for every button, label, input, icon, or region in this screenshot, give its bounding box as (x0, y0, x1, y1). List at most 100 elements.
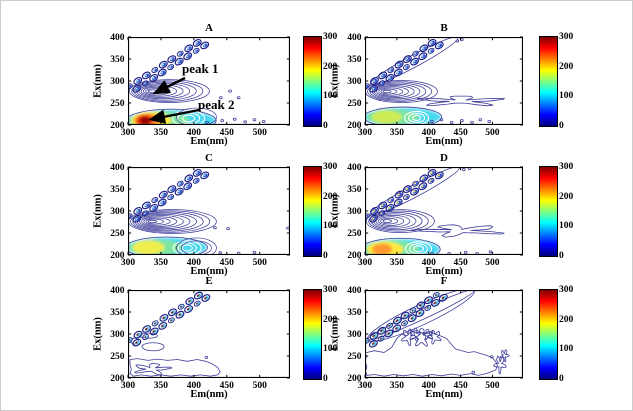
x-tick-label: 300 (358, 128, 373, 138)
x-tick-label: 400 (422, 258, 437, 268)
panel-E-title: E (205, 275, 213, 287)
x-tick-label: 300 (121, 128, 136, 138)
y-tick-label: 300 (110, 330, 125, 340)
panel-B-ylabel: Ex(nm) (329, 64, 341, 98)
panel-F-ylabel: Ex(nm) (329, 317, 341, 351)
panel-F-title: F (440, 275, 448, 287)
y-tick-label: 350 (110, 185, 125, 195)
y-tick-label: 300 (347, 330, 362, 340)
x-tick-label: 400 (422, 381, 437, 391)
x-tick-label: 450 (453, 258, 468, 268)
y-tick-label: 250 (347, 99, 362, 109)
panel-D-ylabel: Ex(nm) (329, 194, 341, 228)
rayleigh-scatter-band (365, 38, 444, 93)
colorbar-tick-label: 300 (323, 32, 338, 42)
x-tick-label: 450 (453, 128, 468, 138)
y-tick-label: 300 (347, 77, 362, 87)
panel-B-plot: 300 350 400 450 500 200 250 300 350 400 (347, 33, 523, 138)
panel-A-xlabel: Em(nm) (190, 136, 228, 147)
panel-E-xlabel: Em(nm) (190, 389, 228, 400)
x-tick-label: 500 (253, 258, 268, 268)
y-tick-label: 350 (347, 55, 362, 65)
x-tick-label: 450 (220, 128, 235, 138)
x-tick-label: 500 (485, 258, 500, 268)
y-tick-label: 250 (347, 229, 362, 239)
y-tick-label: 200 (347, 374, 362, 384)
colorbar-tick-label: 300 (559, 285, 574, 295)
x-tick-label: 350 (154, 258, 169, 268)
x-tick-label: 450 (453, 381, 468, 391)
colorbar-tick-label: 200 (559, 61, 574, 72)
colorbar-tick-label: 100 (559, 221, 574, 232)
y-tick-label: 200 (110, 374, 125, 384)
y-tick-label: 400 (347, 163, 362, 173)
panel-F: F Ex(nm) Em(nm) 300 350 400 450 500 200 250 300… (329, 275, 573, 400)
x-tick-label: 450 (220, 381, 235, 391)
colorbar-tick-label: 100 (323, 344, 338, 355)
y-tick-label: 250 (347, 352, 362, 362)
x-tick-label: 350 (154, 381, 169, 391)
panel-E: E Ex(nm) Em(nm) 300 350 400 450 500 200 250 300… (92, 275, 337, 400)
x-tick-label: 350 (390, 128, 405, 138)
y-tick-label: 300 (110, 207, 125, 217)
panel-A-ylabel: Ex(nm) (92, 64, 104, 98)
x-tick-label: 450 (220, 258, 235, 268)
colorbar-tick-label: 0 (323, 121, 328, 131)
panel-F-xlabel: Em(nm) (425, 389, 463, 400)
y-tick-label: 350 (110, 55, 125, 65)
rayleigh-scatter-band (128, 291, 211, 347)
colorbar-tick-label: 200 (323, 314, 338, 325)
colorbar-tick-label: 200 (559, 191, 574, 202)
colorbar-tick-label: 200 (559, 314, 574, 325)
colorbar-tick-label: 300 (559, 162, 574, 172)
y-tick-label: 200 (347, 121, 362, 131)
rayleigh-scatter-band (365, 292, 448, 348)
panel-C-plot: 300 350 400 450 500 200 250 300 350 400 (110, 163, 290, 268)
panel-C-xlabel: Em(nm) (190, 266, 228, 277)
colorbar-tick-label: 0 (559, 251, 564, 261)
colorbar-tick-label: 0 (323, 374, 328, 384)
panel-A-colorbar (303, 36, 322, 127)
panel-B-title: B (440, 22, 448, 34)
x-tick-label: 500 (253, 128, 268, 138)
x-tick-label: 400 (187, 381, 202, 391)
colorbar-tick-label: 100 (559, 91, 574, 102)
panel-B: B Ex(nm) Em(nm) 300 350 400 450 500 200 250 300… (329, 22, 573, 147)
annotation-peak-1: peak 1 (182, 61, 219, 76)
panel-D: D Ex(nm) Em(nm) 300 350 400 450 500 200 250 300… (329, 152, 573, 277)
colorbar-tick-label: 0 (559, 121, 564, 131)
panel-C-ylabel: Ex(nm) (92, 194, 104, 228)
y-tick-label: 400 (110, 33, 125, 43)
panel-D-plot: 300 350 400 450 500 200 250 300 350 400 (347, 163, 523, 268)
panel-E-ylabel: Ex(nm) (92, 317, 104, 351)
colorbar-tick-label: 0 (323, 251, 328, 261)
panel-D-title: D (440, 152, 448, 164)
y-tick-label: 300 (347, 207, 362, 217)
panel-E-plot: 300 350 400 450 500 200 250 300 350 400 (110, 286, 290, 391)
panel-A-title: A (205, 22, 213, 34)
panel-B-xlabel: Em(nm) (425, 136, 463, 147)
y-tick-label: 250 (110, 229, 125, 239)
annotation-arrow (152, 76, 186, 95)
annotation-arrow (148, 108, 200, 124)
panel-F-plot: 300 350 400 450 500 200 250 300 350 400 (347, 286, 523, 391)
colorbar-tick-label: 200 (323, 191, 338, 202)
x-tick-label: 300 (358, 258, 373, 268)
x-tick-label: 400 (422, 128, 437, 138)
y-tick-label: 350 (347, 185, 362, 195)
y-tick-label: 200 (347, 251, 362, 261)
y-tick-label: 400 (110, 163, 125, 173)
colorbar-tick-label: 100 (559, 344, 574, 355)
x-tick-label: 500 (485, 381, 500, 391)
contour-content (365, 290, 510, 377)
y-tick-label: 350 (110, 308, 125, 318)
hot-band (365, 108, 441, 125)
y-tick-label: 250 (110, 352, 125, 362)
colorbar-tick-label: 300 (323, 285, 338, 295)
panel-A-plot: 300 350 400 450 500 200 250 300 350 400 (110, 33, 290, 138)
y-tick-label: 250 (110, 99, 125, 109)
colorbar-tick-label: 0 (559, 374, 564, 384)
panel-B-colorbar (539, 36, 558, 127)
x-tick-label: 300 (358, 381, 373, 391)
